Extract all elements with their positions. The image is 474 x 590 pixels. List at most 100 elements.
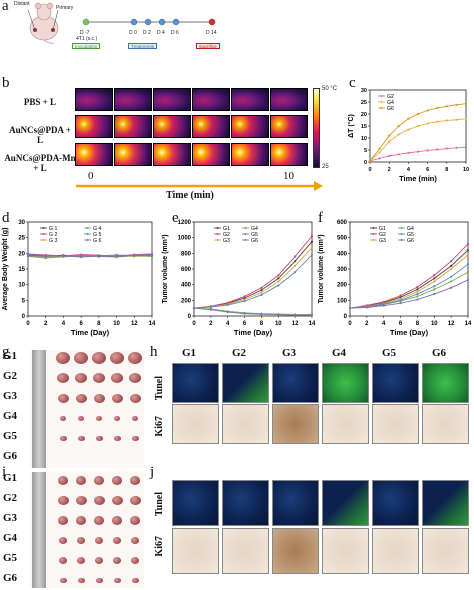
data-point [450, 260, 453, 263]
data-point [209, 305, 212, 309]
data-point [399, 297, 402, 300]
data-point [260, 286, 263, 289]
series-line-G1 [349, 249, 469, 309]
tumor [129, 495, 141, 505]
tumor [113, 435, 121, 442]
data-point [382, 300, 385, 303]
x-tick-label: 6 [243, 321, 247, 327]
data-point [294, 264, 297, 267]
tumor [57, 495, 69, 505]
x-tick-label: 12 [448, 321, 455, 327]
tumor [112, 476, 122, 485]
tumor [129, 373, 141, 384]
y-tick-label: 10 [361, 136, 367, 142]
x-tick-label: 4 [226, 321, 230, 327]
x-tick-label: 12 [131, 321, 138, 327]
tumor [58, 476, 68, 485]
micrograph [372, 363, 419, 403]
tumor [131, 557, 139, 564]
data-point [397, 133, 400, 136]
thermal-image [270, 143, 308, 166]
legend-marker [244, 239, 247, 241]
row-label-pbs: PBS + L [23, 97, 57, 107]
h-col-label-g5: G5 [382, 347, 397, 359]
series-line-G2 [193, 235, 313, 309]
timeline [82, 18, 216, 26]
micrograph [172, 363, 219, 403]
group-label-g2: G2 [3, 370, 18, 382]
x-tick-label: 4 [382, 321, 386, 327]
legend-marker [86, 233, 89, 235]
x-tick-label: 6 [79, 321, 83, 327]
data-point [382, 304, 385, 307]
tumor [57, 373, 69, 384]
legend-label: G2 [223, 232, 230, 238]
legend-marker [216, 239, 219, 241]
y-axis-title: Tumor volume (mm³) [162, 234, 169, 303]
thermal-image [231, 88, 269, 111]
time-end: 10 [283, 170, 294, 182]
legend-marker [216, 233, 219, 235]
panel-j-label: j [150, 464, 155, 480]
h-col-label-g4: G4 [332, 347, 347, 359]
panel-g-label: g [2, 344, 10, 360]
tumor-photo-i [30, 472, 144, 588]
data-point [416, 292, 419, 296]
tumor [75, 495, 87, 505]
x-tick-label: 8 [445, 167, 448, 173]
data-point [450, 275, 453, 278]
tumor [130, 476, 140, 485]
legend-marker [42, 233, 45, 235]
tumor [60, 416, 66, 422]
plot-frame [27, 221, 153, 317]
timeline-dot-d-7 [82, 18, 90, 26]
legend-label: G 6 [93, 238, 101, 244]
x-tick-label: 14 [309, 321, 316, 327]
data-point [243, 296, 246, 300]
legend-label: G6 [251, 238, 258, 244]
thermal-image [75, 88, 113, 111]
h-col-label-g2: G2 [232, 347, 247, 359]
legend-marker [400, 239, 403, 241]
data-point [294, 260, 297, 263]
legend-label: G5 [251, 232, 258, 238]
micrograph [222, 480, 269, 526]
tumor [95, 537, 103, 544]
series-line-G5 [193, 254, 313, 309]
y-axis-title: Tumor volume (mm³) [318, 234, 325, 303]
data-point [277, 277, 280, 280]
thermal-image [114, 143, 152, 166]
row-label-aunc-pda: AuNCs@PDA + L [9, 125, 71, 145]
y-axis-title: Average Body Weight (g) [2, 228, 9, 311]
series-line-G2 [27, 253, 153, 257]
x-tick-label: 14 [149, 321, 156, 327]
data-point [209, 308, 212, 311]
x-tick-label: 2 [388, 167, 391, 173]
x-tick-label: 8 [97, 321, 101, 327]
y-tick-label: 25 [361, 100, 367, 106]
tumor [113, 577, 121, 584]
x-tick-label: 6 [399, 321, 403, 327]
legend-label: G4 [251, 226, 258, 232]
timeline-day-d2: D 2 [143, 30, 151, 36]
legend-marker [42, 227, 45, 229]
tumor [128, 352, 142, 364]
y-tick-label: 600 [337, 220, 348, 226]
h-row-ki67: Ki67 [154, 416, 165, 437]
data-point [260, 291, 263, 294]
data-point [310, 240, 314, 243]
micrograph [422, 480, 469, 526]
data-point [433, 277, 436, 280]
y-tick-label: 30 [361, 88, 367, 94]
data-point [407, 151, 410, 154]
tumor [77, 537, 85, 544]
data-point [416, 295, 419, 298]
micrograph [172, 480, 219, 526]
y-tick-label: 0 [22, 314, 26, 320]
group-label-g4: G4 [3, 532, 18, 544]
tumor [113, 537, 121, 544]
data-point [243, 300, 246, 303]
data-point [450, 267, 453, 271]
data-point [466, 271, 470, 274]
data-point [464, 117, 468, 120]
